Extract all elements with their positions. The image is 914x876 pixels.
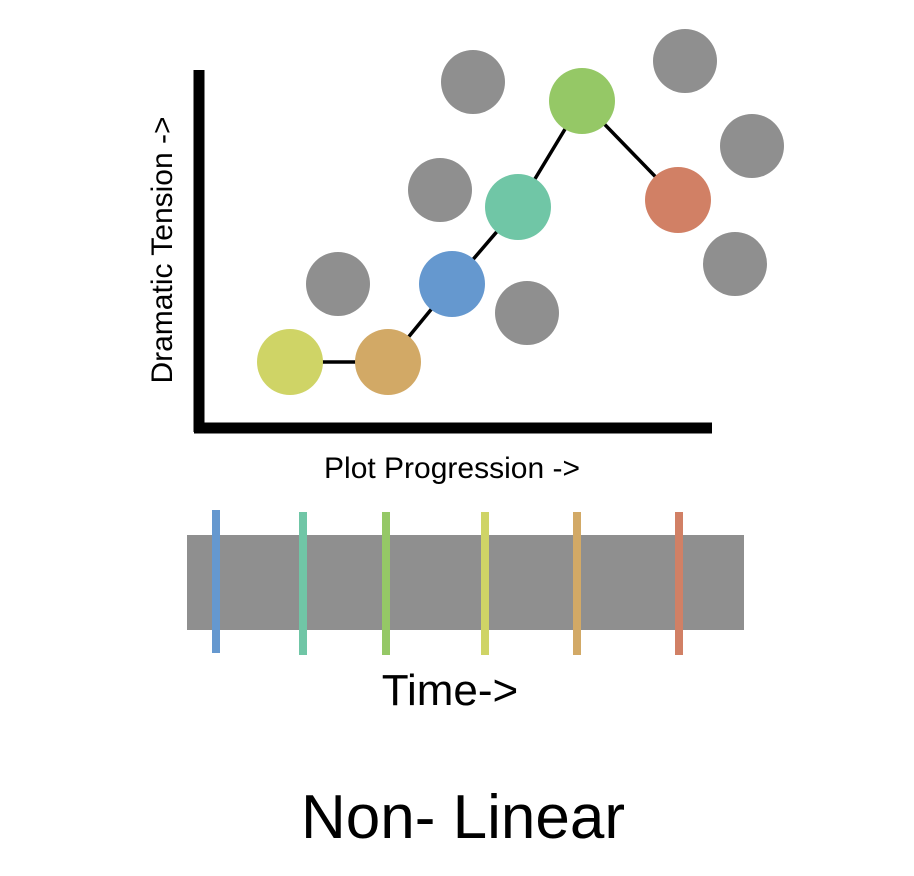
x-axis-label: Plot Progression ->: [324, 452, 580, 485]
plot-event-teal: [485, 174, 551, 240]
timeline-marker-tan: [573, 512, 581, 655]
background-event-dot: [408, 158, 472, 222]
diagram-caption: Non- Linear: [301, 783, 625, 852]
timeline: [187, 510, 744, 655]
plot-event-tan: [355, 329, 421, 395]
background-event-dot: [703, 232, 767, 296]
timeline-bar: [187, 535, 744, 630]
plot-event-blue: [419, 251, 485, 317]
background-events: [306, 29, 784, 345]
chart-axes: [193, 70, 712, 434]
plot-event-green: [549, 68, 615, 134]
timeline-label: Time->: [382, 666, 519, 715]
background-event-dot: [441, 50, 505, 114]
background-event-dot: [306, 252, 370, 316]
timeline-marker-orange: [675, 512, 683, 655]
plot-path-line: [290, 98, 680, 364]
background-event-dot: [720, 114, 784, 178]
plot-event-orange: [645, 167, 711, 233]
timeline-marker-green: [382, 512, 390, 655]
background-event-dot: [495, 281, 559, 345]
timeline-marker-blue: [212, 510, 220, 653]
plot-event-yellow: [257, 329, 323, 395]
y-axis-label: Dramatic Tension ->: [146, 116, 179, 383]
plot-events: [257, 68, 711, 395]
timeline-marker-yellow: [481, 512, 489, 655]
background-event-dot: [653, 29, 717, 93]
timeline-marker-teal: [299, 512, 307, 655]
